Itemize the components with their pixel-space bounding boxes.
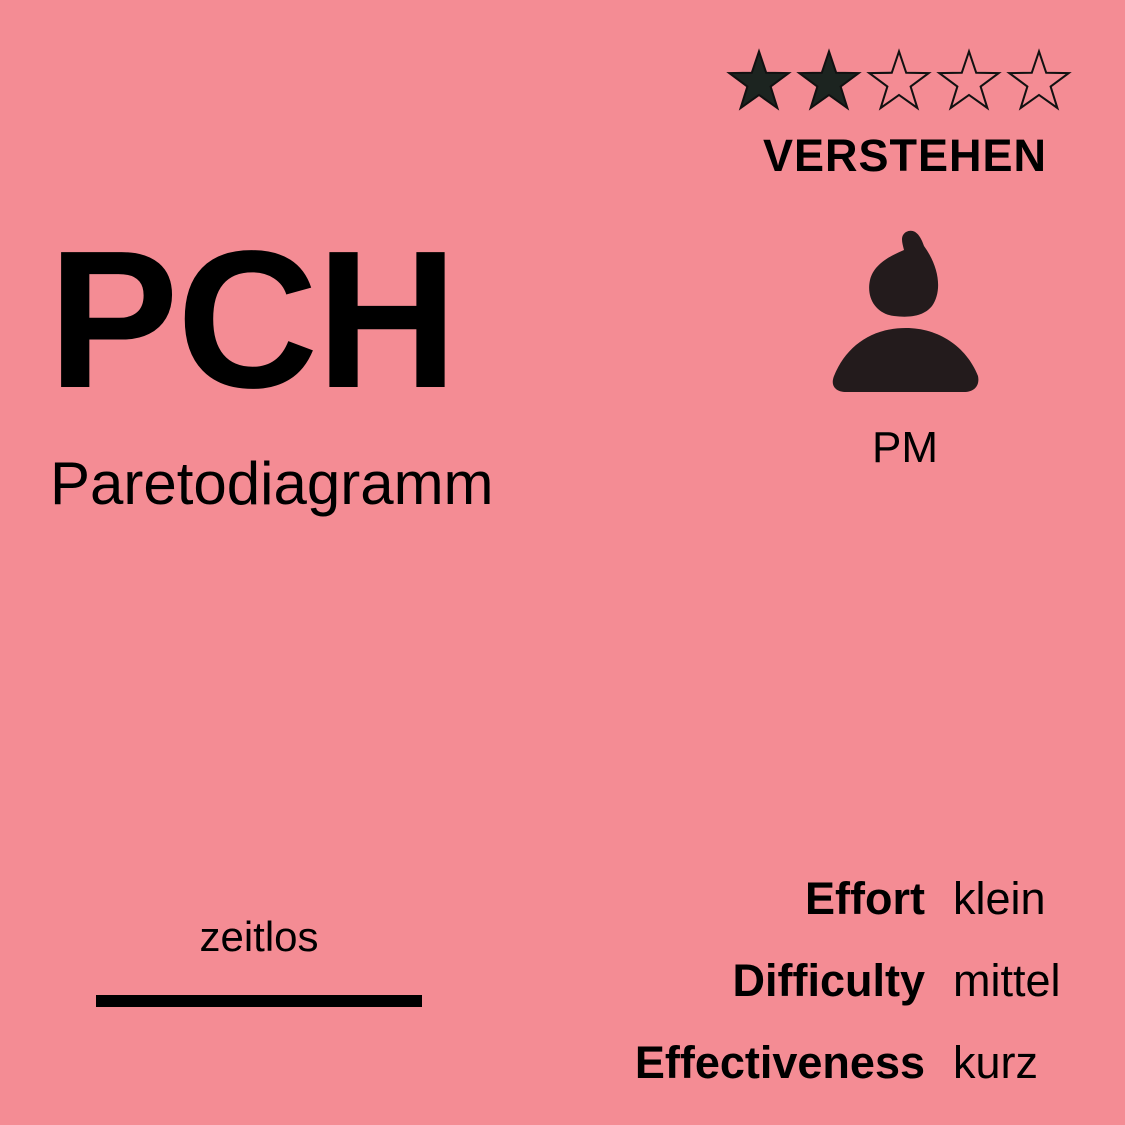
method-name: Paretodiagramm (50, 450, 494, 517)
metric-label: Effectiveness (634, 1037, 925, 1088)
star-rating (725, 46, 1073, 114)
star-empty-icon (1005, 46, 1073, 114)
star-empty-icon (865, 46, 933, 114)
person-icon (832, 230, 979, 392)
metric-label: Effort (805, 873, 925, 924)
star-filled-icon (795, 46, 863, 114)
star-empty-icon (935, 46, 1003, 114)
metric-label: Difficulty (732, 955, 925, 1006)
role-label: PM (872, 423, 938, 472)
metric-effort: Effort klein (525, 858, 1073, 940)
metric-value: kurz (953, 1037, 1039, 1088)
timeline-bar (96, 995, 422, 1007)
metric-value: mittel (953, 955, 1061, 1006)
metric-value: klein (953, 873, 1046, 924)
rating-level-label: VERSTEHEN (762, 130, 1047, 181)
method-code: PCH (48, 210, 458, 429)
metrics-list: Effort klein Difficulty mittel Effective… (525, 858, 1073, 1104)
timeline-label: zeitlos (199, 913, 319, 960)
metric-difficulty: Difficulty mittel (525, 940, 1073, 1022)
star-filled-icon (725, 46, 793, 114)
metric-effectiveness: Effectiveness kurz (525, 1022, 1073, 1104)
